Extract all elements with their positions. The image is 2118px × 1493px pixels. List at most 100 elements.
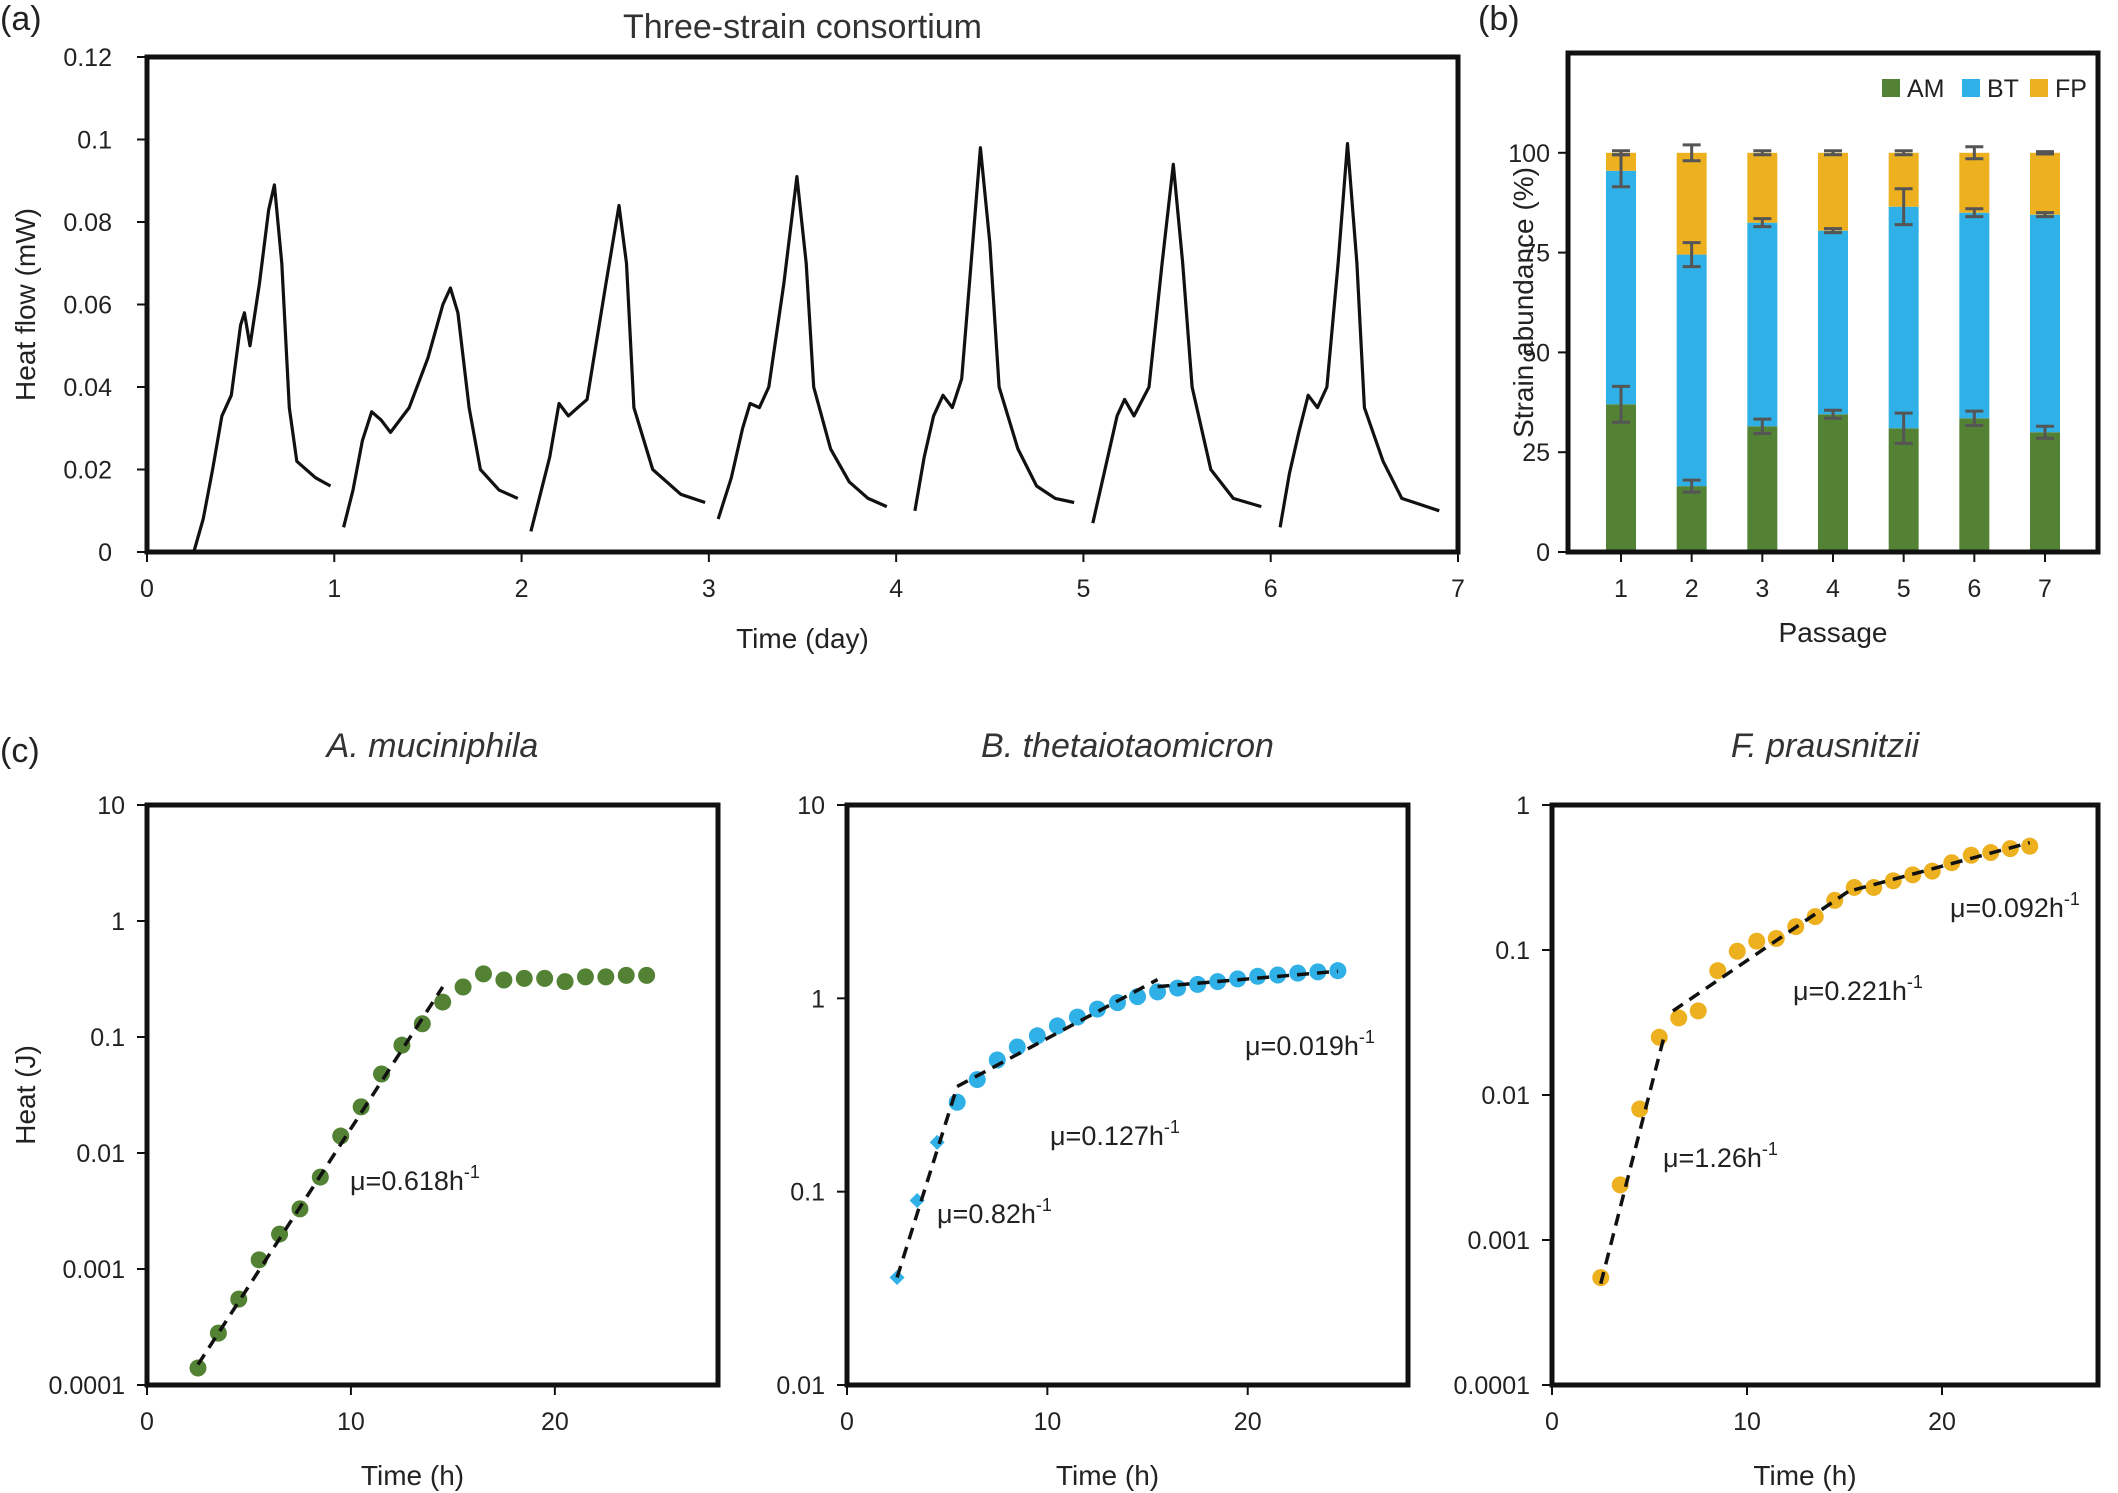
fit-line bbox=[196, 986, 445, 1366]
panel-c-3: F. prausnitzii μ=1.26h -1 μ=0.221h-1 μ=0.092… bbox=[1454, 727, 2101, 1491]
growth-rate-label-text: μ=0.221h bbox=[1793, 976, 1907, 1006]
data-point bbox=[617, 966, 635, 984]
growth-rate-label: μ=0.82h-1 bbox=[937, 1195, 1052, 1229]
y-tick-label: 50 bbox=[1522, 339, 1550, 367]
x-tick-label: 1 bbox=[1614, 575, 1628, 603]
x-axis-title-c1: Time (h) bbox=[361, 1460, 464, 1491]
growth-rate-label: μ=0.221h-1 bbox=[1793, 972, 1923, 1006]
data-point bbox=[1028, 1027, 1046, 1045]
y-tick-label: 0.01 bbox=[76, 1140, 125, 1168]
x-tick-label: 20 bbox=[1234, 1408, 1262, 1436]
y-tick-label: 0.1 bbox=[790, 1179, 825, 1207]
data-point bbox=[638, 966, 656, 984]
legend-swatch-BT bbox=[1962, 79, 1980, 97]
data-point bbox=[1329, 962, 1347, 980]
x-tick-label: 2 bbox=[515, 575, 529, 603]
bar-AM-passage-1 bbox=[1606, 404, 1636, 552]
data-point bbox=[434, 993, 452, 1011]
growth-rate-label: μ=0.019h-1 bbox=[1245, 1027, 1375, 1061]
data-point bbox=[1631, 1100, 1649, 1118]
y-tick-label: 0 bbox=[1536, 539, 1550, 567]
bar-BT-passage-1 bbox=[1606, 170, 1636, 405]
heat-flow-line-day-5 bbox=[913, 146, 1075, 512]
y-tick-label: 0.001 bbox=[62, 1256, 125, 1284]
data-point bbox=[515, 969, 533, 987]
legend-swatch-AM bbox=[1882, 79, 1900, 97]
y-tick-label: 0.06 bbox=[63, 292, 112, 320]
fit-line bbox=[1671, 886, 1856, 1013]
bar-AM-passage-2 bbox=[1676, 486, 1707, 552]
bar-FP-passage-3 bbox=[1747, 152, 1778, 223]
data-point bbox=[2021, 837, 2039, 855]
growth-rate-label-text: μ=1.26h bbox=[1663, 1143, 1762, 1173]
heat-flow-line-day-7 bbox=[1278, 142, 1440, 528]
y-tick-label: 25 bbox=[1522, 439, 1550, 467]
data-point bbox=[597, 968, 615, 986]
y-tick-label: 1 bbox=[1516, 792, 1530, 820]
chart-title-c3: F. prausnitzii bbox=[1731, 727, 1921, 765]
x-tick-label: 6 bbox=[1264, 575, 1278, 603]
data-point bbox=[1806, 908, 1824, 926]
bar-AM-passage-5 bbox=[1888, 428, 1919, 552]
growth-rate-label: μ=0.618h-1 bbox=[350, 1162, 480, 1196]
bar-FP-passage-6 bbox=[1959, 152, 1990, 213]
data-point bbox=[1923, 862, 1941, 880]
x-tick-label: 3 bbox=[702, 575, 716, 603]
data-point bbox=[495, 971, 513, 989]
data-point bbox=[413, 1015, 431, 1033]
y-tick-label: 0.0001 bbox=[49, 1372, 125, 1400]
chart-title-c2: B. thetaiotaomicron bbox=[981, 727, 1274, 765]
panel-c-1: A. muciniphila μ=0.618h-1 0 10 20 0.0001 0.001… bbox=[10, 727, 721, 1491]
x-tick-label: 20 bbox=[541, 1408, 569, 1436]
y-tick-label: 0.1 bbox=[77, 127, 112, 155]
data-point bbox=[474, 965, 492, 983]
y-tick-label: 0.01 bbox=[776, 1372, 825, 1400]
x-tick-label: 1 bbox=[327, 575, 341, 603]
x-axis-title-a: Time (day) bbox=[736, 623, 869, 654]
data-point bbox=[373, 1065, 391, 1083]
data-point bbox=[271, 1225, 289, 1243]
y-tick-label: 0.1 bbox=[90, 1024, 125, 1052]
bar-AM-passage-6 bbox=[1959, 418, 1990, 552]
x-axis-title-b: Passage bbox=[1779, 617, 1888, 648]
heat-flow-line-day-1 bbox=[192, 183, 332, 553]
growth-rate-label-text: μ=0.82h bbox=[937, 1199, 1036, 1229]
y-tick-label: 0.1 bbox=[1495, 937, 1530, 965]
data-point bbox=[1611, 1176, 1629, 1194]
bar-BT-passage-7 bbox=[2030, 214, 2060, 433]
panel-letter-c: (c) bbox=[0, 732, 40, 770]
bar-BT-passage-3 bbox=[1747, 222, 1778, 427]
data-point bbox=[1689, 1002, 1707, 1020]
data-point bbox=[1048, 1017, 1066, 1035]
panel-a: Three-strain consortium 0 1 2 3 4 5 6 7 0 0.02 0.04… bbox=[10, 8, 1465, 654]
growth-rate-label-superscript: -1 bbox=[1036, 1195, 1052, 1215]
fit-line bbox=[1599, 1032, 1667, 1285]
y-tick-label: 0.08 bbox=[63, 209, 112, 237]
data-point bbox=[189, 1359, 207, 1377]
heat-flow-line-day-4 bbox=[716, 175, 888, 520]
y-tick-label: 10 bbox=[797, 792, 825, 820]
data-point bbox=[250, 1251, 268, 1269]
y-tick-label: 0.0001 bbox=[1454, 1372, 1530, 1400]
data-point bbox=[1129, 988, 1147, 1006]
y-tick-label: 0.02 bbox=[63, 457, 112, 485]
y-tick-label: 75 bbox=[1522, 240, 1550, 268]
data-point bbox=[1650, 1028, 1668, 1046]
y-axis-title-b: Strain abundance (%) bbox=[1508, 167, 1539, 438]
growth-rate-label-superscript: -1 bbox=[2064, 889, 2080, 909]
y-tick-label: 0.001 bbox=[1467, 1227, 1530, 1255]
x-tick-label: 6 bbox=[1967, 575, 1981, 603]
growth-rate-label-text: μ=0.019h bbox=[1245, 1031, 1359, 1061]
x-tick-label: 10 bbox=[1733, 1408, 1761, 1436]
bar-BT-passage-6 bbox=[1959, 212, 1990, 419]
data-point bbox=[1068, 1008, 1086, 1026]
y-tick-label: 1 bbox=[811, 985, 825, 1013]
growth-rate-label: μ=0.092h-1 bbox=[1950, 889, 2080, 923]
fit-line bbox=[1157, 969, 1339, 989]
data-point bbox=[1962, 846, 1980, 864]
x-tick-label: 4 bbox=[889, 575, 903, 603]
data-point bbox=[352, 1098, 370, 1116]
y-tick-label: 0.12 bbox=[63, 44, 112, 72]
chart-title-c1: A. muciniphila bbox=[325, 727, 539, 765]
growth-rate-label-text: μ=0.618h bbox=[350, 1166, 464, 1196]
